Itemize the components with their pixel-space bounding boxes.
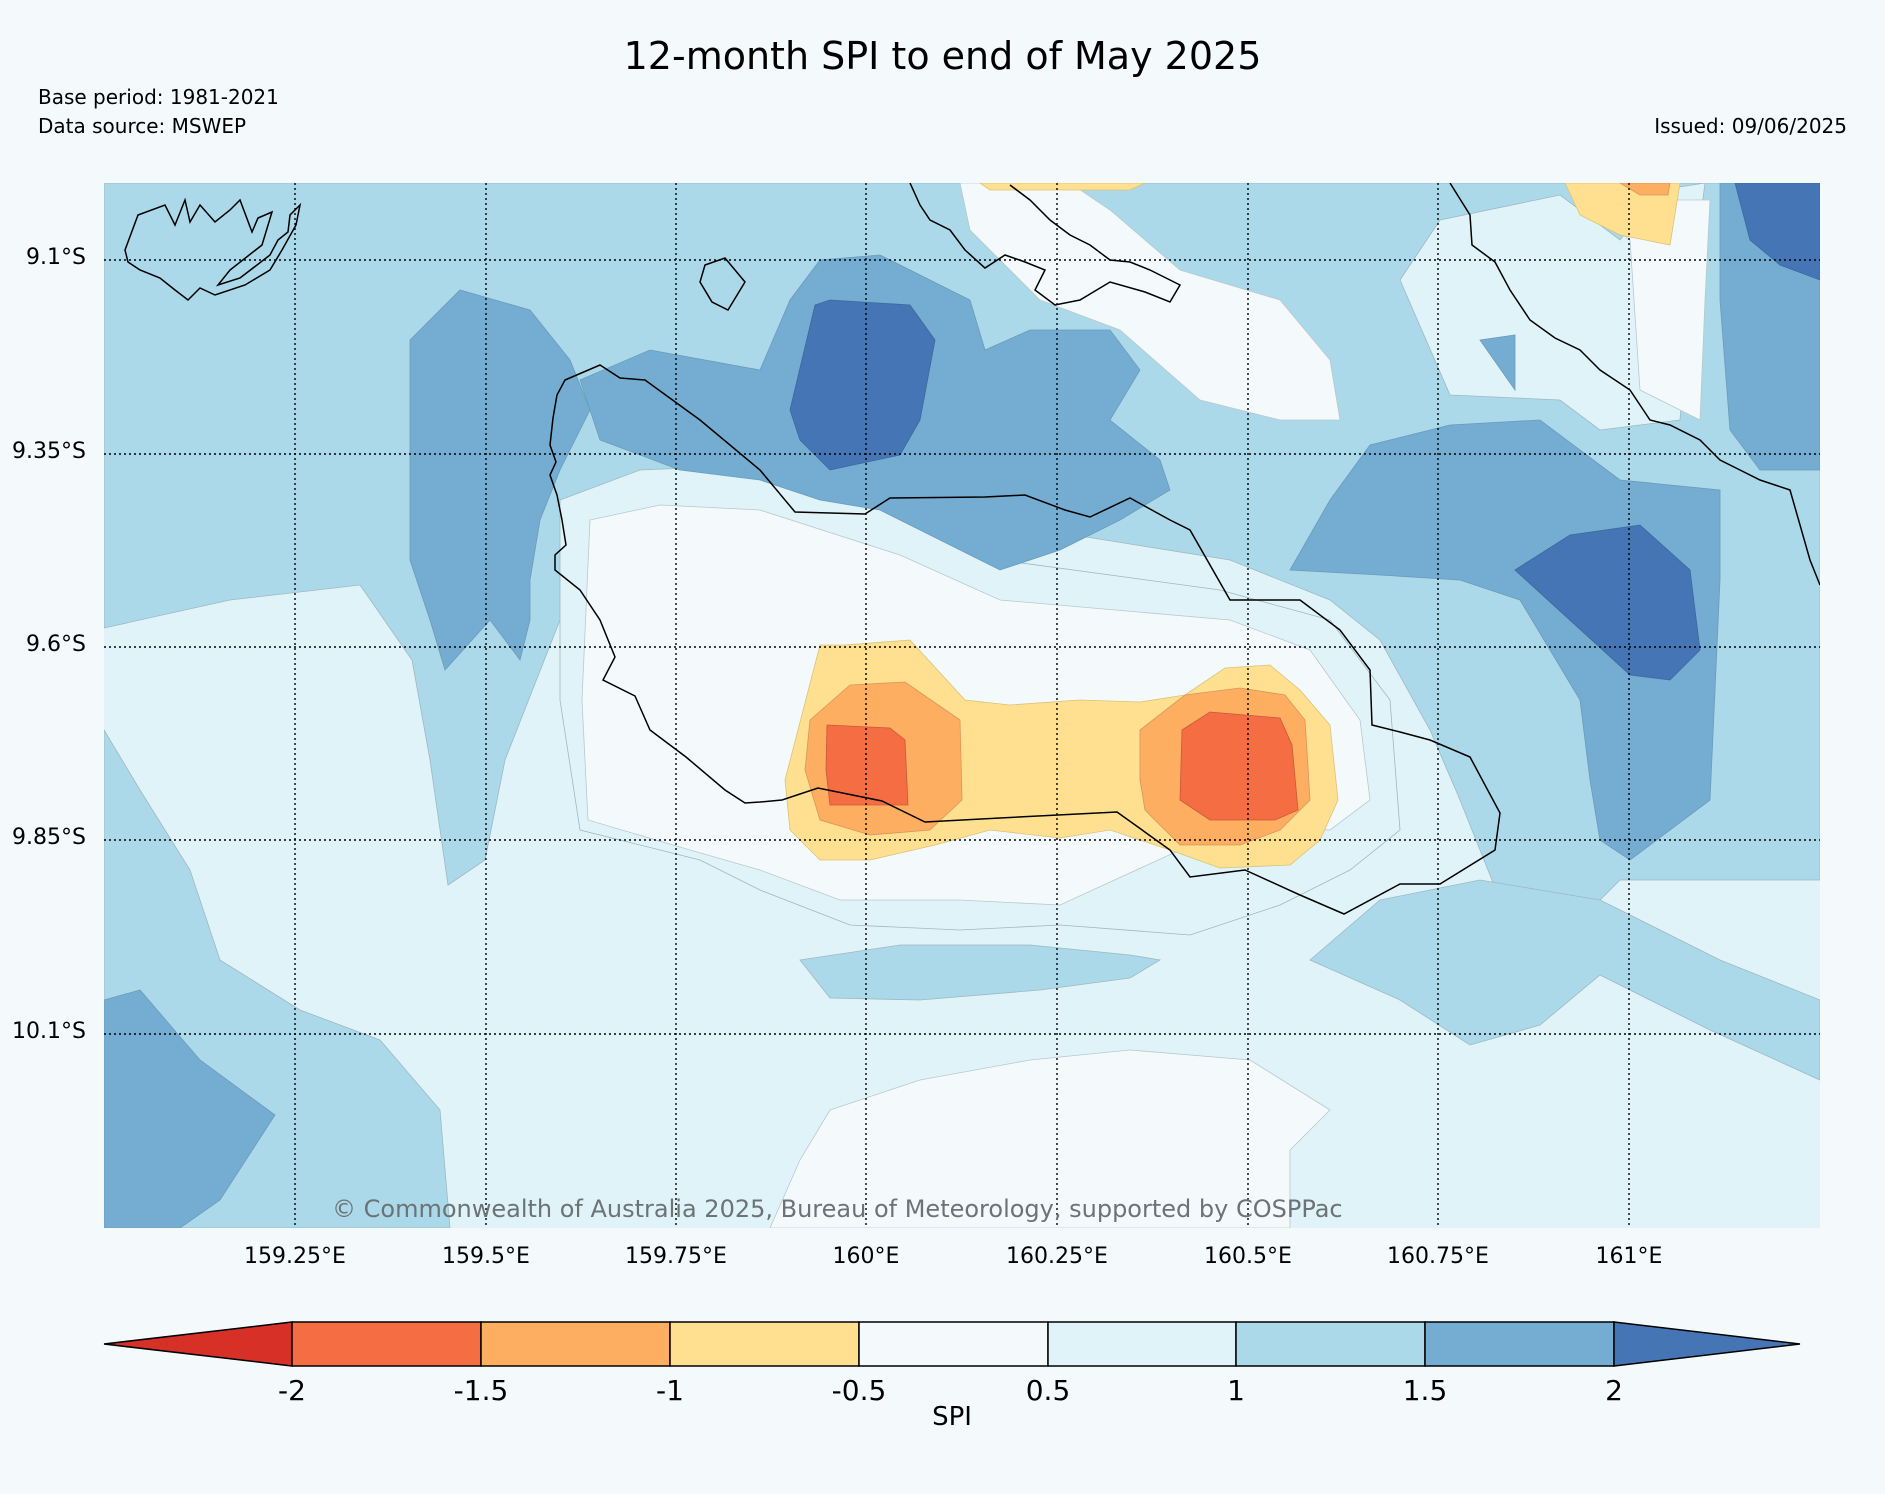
coastline-savo xyxy=(699,257,746,311)
lat-label: 9.35°S xyxy=(12,439,86,464)
coastline-malaita xyxy=(1449,183,1820,586)
contour-1.5-2 xyxy=(104,989,276,1228)
contour-neg0.5-neg1 xyxy=(979,183,1146,191)
lon-label: 160°E xyxy=(832,1244,900,1269)
data-source: Data source: MSWEP xyxy=(38,114,247,138)
lon-label: 160.25°E xyxy=(1006,1244,1108,1269)
spi-contours xyxy=(104,183,1820,1228)
issued-date: Issued: 09/06/2025 xyxy=(1654,114,1847,138)
contour-neg1-neg1.5 xyxy=(1619,183,1671,196)
colorbar-segment xyxy=(858,1321,1049,1367)
contour-neg0.5-neg1 xyxy=(1564,183,1681,246)
colorbar-extend-high xyxy=(1613,1321,1801,1367)
colorbar-tick: 0.5 xyxy=(1025,1374,1071,1407)
colorbar-tick: -2 xyxy=(278,1374,306,1407)
contour-gt-2 xyxy=(789,299,936,471)
colorbar-tick: -1.5 xyxy=(453,1374,509,1407)
coastlines xyxy=(124,183,1820,915)
colorbar-segment xyxy=(480,1321,671,1367)
contour-neg1.5-neg2 xyxy=(825,724,909,806)
contour-1.5-2 xyxy=(1479,334,1516,392)
gridlines xyxy=(104,183,1820,1228)
meta-left: Base period: 1981-2021 Data source: MSWE… xyxy=(38,83,279,141)
contour-1-1.5 xyxy=(799,944,1162,1001)
lat-label: 9.1°S xyxy=(26,245,86,270)
coastline-ngella xyxy=(909,183,1182,306)
colorbar-tick: 2 xyxy=(1605,1374,1623,1407)
coastline-florida xyxy=(124,197,302,301)
colorbar-segment xyxy=(1235,1321,1426,1367)
contour-1.5-2 xyxy=(409,289,591,671)
colorbar-tick: 1 xyxy=(1227,1374,1245,1407)
contour-0.5-0.5 xyxy=(959,183,1341,421)
lon-label: 159.75°E xyxy=(625,1244,727,1269)
lon-label: 159.25°E xyxy=(244,1244,346,1269)
lon-label: 160.75°E xyxy=(1387,1244,1489,1269)
lon-label: 160.5°E xyxy=(1204,1244,1292,1269)
lat-label: 9.85°S xyxy=(12,825,86,850)
lon-label: 159.5°E xyxy=(442,1244,530,1269)
colorbar-segment xyxy=(1424,1321,1615,1367)
colorbar-tick: -1 xyxy=(656,1374,684,1407)
base-period: Base period: 1981-2021 xyxy=(38,85,279,109)
lat-label: 9.6°S xyxy=(26,632,86,657)
contour-neg1.5-neg2 xyxy=(1179,711,1299,821)
lon-label: 161°E xyxy=(1595,1244,1663,1269)
colorbar-tick: -0.5 xyxy=(831,1374,887,1407)
colorbar-segment xyxy=(1047,1321,1237,1367)
contour-gt-2 xyxy=(1514,524,1701,681)
lat-label: 10.1°S xyxy=(12,1019,86,1044)
copyright-notice: © Commonwealth of Australia 2025, Bureau… xyxy=(332,1195,1343,1223)
contour-0.5-0.5 xyxy=(1578,199,1711,421)
colorbar-label: SPI xyxy=(932,1402,972,1432)
colorbar-segment xyxy=(669,1321,860,1367)
colorbar-tick: 1.5 xyxy=(1402,1374,1448,1407)
colorbar-segment xyxy=(291,1321,482,1367)
colorbar-extend-low xyxy=(103,1321,293,1367)
colorbar xyxy=(103,1321,1801,1367)
map-title: 12-month SPI to end of May 2025 xyxy=(623,34,1262,78)
contour-gt-2 xyxy=(1734,183,1820,281)
coastline-guadalcanal xyxy=(549,364,1501,915)
contour-0.5-0.5 xyxy=(769,1049,1331,1228)
